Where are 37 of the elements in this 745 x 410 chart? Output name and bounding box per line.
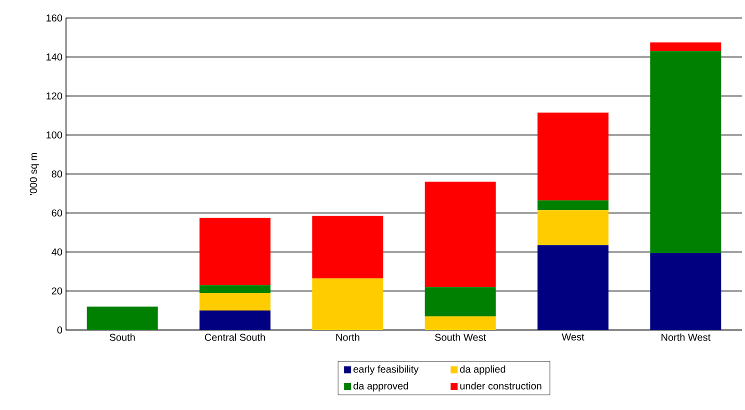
bar — [312, 278, 384, 330]
bar — [200, 285, 270, 293]
legend-label: under construction — [460, 382, 542, 390]
legend-label: da approved — [354, 382, 408, 392]
legend-label: da applied — [460, 365, 506, 375]
bar — [312, 216, 384, 278]
y-tick-label: 120 — [46, 92, 62, 100]
y-tick-label: 0 — [57, 326, 62, 334]
y-axis-title: '000 sq m — [30, 153, 39, 196]
y-tick-label: 20 — [52, 287, 62, 295]
x-tick-label: West — [562, 334, 584, 340]
bar — [538, 245, 608, 330]
y-tick-label: 100 — [46, 131, 62, 139]
y-tick-label: 160 — [46, 14, 62, 22]
bar — [650, 42, 722, 52]
bar — [538, 112, 608, 200]
bar — [538, 210, 608, 246]
y-tick-label: 80 — [52, 170, 62, 178]
x-tick-label: South — [110, 334, 135, 341]
bar — [200, 310, 270, 330]
bar — [200, 292, 270, 310]
x-tick-label: North — [336, 334, 360, 341]
x-tick-label: North West — [662, 334, 711, 341]
bar — [538, 200, 608, 210]
y-tick-label: 140 — [46, 53, 62, 61]
x-tick-label: Central South — [204, 334, 265, 341]
x-tick-label: South West — [435, 334, 486, 341]
bar — [424, 182, 496, 288]
bar — [424, 316, 496, 330]
bar — [650, 252, 722, 330]
bar — [650, 51, 722, 253]
bar — [424, 287, 496, 316]
y-tick-label: 60 — [52, 209, 62, 217]
bar — [86, 306, 158, 330]
y-tick-label: 40 — [52, 248, 62, 256]
legend-label: early feasibility — [354, 365, 419, 375]
bar — [200, 218, 270, 286]
